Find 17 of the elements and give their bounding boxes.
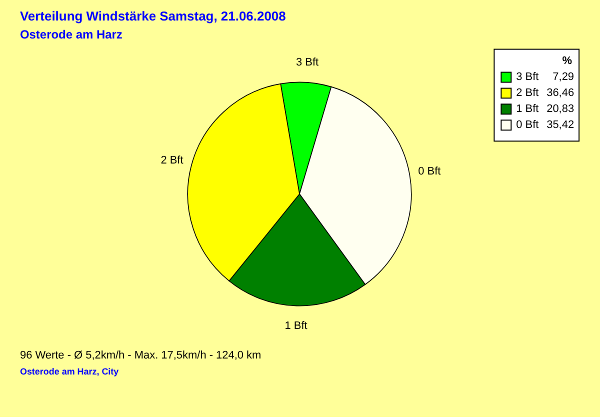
legend-label: 3 Bft (516, 71, 539, 84)
data-label: 20,83 (546, 103, 574, 116)
legend-title: % (562, 55, 572, 68)
slice-label: 1 Bft (284, 320, 308, 332)
legend-label: 1 Bft (516, 103, 539, 116)
text: Osterode am Harz, City (20, 366, 119, 377)
legend-label: 0 Bft (516, 119, 539, 132)
data-label: 35,42 (546, 119, 574, 132)
data-label: 36,46 (546, 87, 574, 100)
chart-title: Verteilung Windstärke Samstag, 21.06.2008 (20, 8, 286, 24)
data-label: 7,29 (552, 71, 574, 84)
slice-label: 3 Bft (296, 56, 319, 68)
legend-label: 2 Bft (516, 87, 539, 100)
chart-subtitle: Osterode am Harz (20, 27, 122, 42)
text: 96 Werte - Ø 5,2km/h - Max. 17,5km/h - 124,0 km (20, 350, 262, 362)
slice-label: 2 Bft (160, 154, 184, 167)
slice-label: 0 Bft (418, 166, 441, 178)
